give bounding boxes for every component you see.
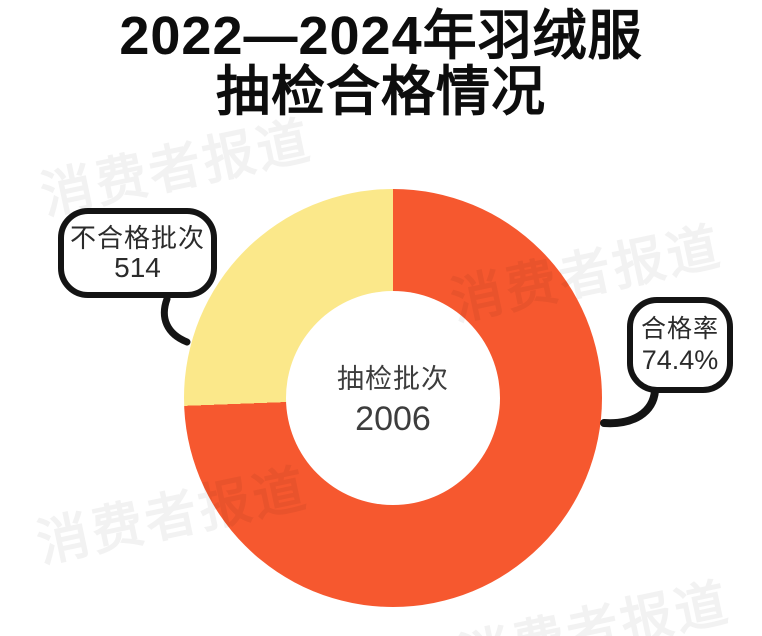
- chart-title: 2022—2024年羽绒服 抽检合格情况: [0, 8, 762, 120]
- donut-ring: 抽检批次 2006: [184, 189, 602, 607]
- right-callout-tail: [600, 387, 659, 428]
- callout-pass-rate: 合格率 74.4%: [627, 297, 733, 393]
- callout-unqualified-value: 514: [114, 252, 161, 283]
- callout-unqualified-batches: 不合格批次 514: [58, 208, 217, 298]
- callout-pass-rate-value: 74.4%: [641, 344, 719, 375]
- chart-title-line2: 抽检合格情况: [216, 62, 546, 122]
- donut-center-value: 2006: [355, 400, 431, 438]
- chart-title-line1: 2022—2024年羽绒服: [119, 6, 643, 66]
- left-callout-tail: [160, 295, 191, 346]
- donut-center-label: 抽检批次: [337, 364, 449, 394]
- callout-unqualified-label: 不合格批次: [69, 223, 205, 253]
- donut-hole: 抽检批次 2006: [286, 291, 500, 505]
- callout-pass-rate-label: 合格率: [640, 314, 719, 343]
